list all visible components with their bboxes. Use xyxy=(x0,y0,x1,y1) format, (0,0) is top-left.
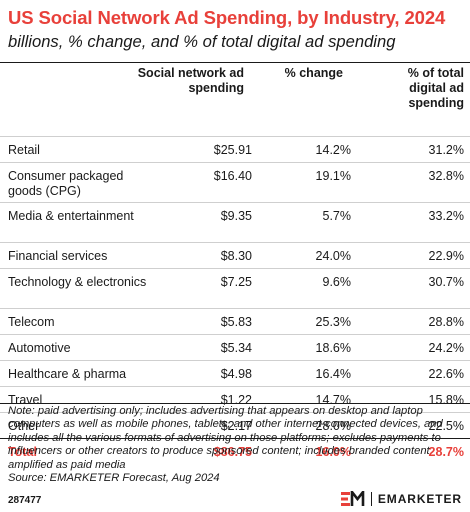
table-row: Telecom $5.83 25.3% 28.8% xyxy=(0,308,470,335)
header-change: % change xyxy=(284,66,343,80)
cell-spending: $1.22 xyxy=(150,386,252,413)
cell-change: 16.4% xyxy=(252,360,351,387)
row-label: Automotive xyxy=(0,334,150,361)
cell-share: 22.5% xyxy=(351,412,470,439)
brand-separator xyxy=(370,492,372,506)
cell-change: 18.6% xyxy=(252,334,351,361)
cell-change: 28.0% xyxy=(252,412,351,439)
table-row: Financial services $8.30 24.0% 22.9% xyxy=(0,242,470,269)
brand-name: EMARKETER xyxy=(377,492,462,506)
cell-change: 24.0% xyxy=(252,242,351,269)
row-label: Healthcare & pharma xyxy=(0,360,150,387)
table-row: Consumer packaged goods (CPG) $16.40 19.1%… xyxy=(0,162,470,203)
header-share: % of total digital ad spending xyxy=(407,66,464,110)
cell-spending: $9.35 xyxy=(150,202,252,243)
row-label: Retail xyxy=(0,136,150,163)
row-label: Other xyxy=(0,412,150,439)
cell-share: 30.7% xyxy=(351,268,470,309)
cell-spending: $86.75 xyxy=(150,438,252,465)
cell-spending: $5.83 xyxy=(150,308,252,335)
cell-spending: $7.25 xyxy=(150,268,252,309)
cell-share: 32.8% xyxy=(351,162,470,203)
cell-share: 33.2% xyxy=(351,202,470,243)
source-text: Source: EMARKETER Forecast, Aug 2024 xyxy=(8,472,220,485)
cell-change: 25.3% xyxy=(252,308,351,335)
cell-change: 5.7% xyxy=(252,202,351,243)
table-row: Media & entertainment $9.35 5.7% 33.2% xyxy=(0,202,470,243)
table-row: Healthcare & pharma $4.98 16.4% 22.6% xyxy=(0,360,470,387)
table-row: Other $2.17 28.0% 22.5% xyxy=(0,412,470,439)
chart-id: 287477 xyxy=(8,495,42,506)
row-label: Media & entertainment xyxy=(0,202,150,243)
table-row: Technology & electronics $7.25 9.6% 30.7% xyxy=(0,268,470,309)
cell-share: 28.8% xyxy=(351,308,470,335)
cell-spending: $4.98 xyxy=(150,360,252,387)
em-logo-icon xyxy=(340,491,365,506)
table-row: Retail $25.91 14.2% 31.2% xyxy=(0,136,470,163)
brand-logo: EMARKETER xyxy=(340,490,462,508)
bottom-rule xyxy=(0,403,470,404)
cell-share: 15.8% xyxy=(351,386,470,413)
row-label: Technology & electronics xyxy=(0,268,150,309)
cell-share: 24.2% xyxy=(351,334,470,361)
cell-spending: $8.30 xyxy=(150,242,252,269)
cell-spending: $25.91 xyxy=(150,136,252,163)
cell-change: 9.6% xyxy=(252,268,351,309)
cell-spending: $16.40 xyxy=(150,162,252,203)
data-table: Retail $25.91 14.2% 31.2% Consumer packaged … xyxy=(0,136,470,465)
cell-spending: $2.17 xyxy=(150,412,252,439)
table-row: Travel $1.22 14.7% 15.8% xyxy=(0,386,470,413)
row-label: Consumer packaged goods (CPG) xyxy=(0,162,150,203)
cell-spending: $5.34 xyxy=(150,334,252,361)
footnote: Note: paid advertising only; includes ad… xyxy=(8,405,468,485)
row-label: Travel xyxy=(0,386,150,413)
chart-subtitle: billions, % change, and % of total digit… xyxy=(8,32,396,51)
cell-change: 14.2% xyxy=(252,136,351,163)
table-total-row: Total $86.75 16.0% 28.7% xyxy=(0,438,470,465)
table-row: Automotive $5.34 18.6% 24.2% xyxy=(0,334,470,361)
row-label: Financial services xyxy=(0,242,150,269)
note-text: Note: paid advertising only; includes ad… xyxy=(8,405,443,471)
chart-title: US Social Network Ad Spending, by Indust… xyxy=(8,7,446,28)
cell-change: 16.0% xyxy=(252,438,351,465)
cell-share: 28.7% xyxy=(351,438,470,465)
top-rule xyxy=(0,62,470,63)
row-label: Total xyxy=(0,438,150,465)
row-label: Telecom xyxy=(0,308,150,335)
cell-share: 31.2% xyxy=(351,136,470,163)
cell-share: 22.6% xyxy=(351,360,470,387)
cell-change: 19.1% xyxy=(252,162,351,203)
cell-share: 22.9% xyxy=(351,242,470,269)
cell-change: 14.7% xyxy=(252,386,351,413)
header-spending: Social network ad spending xyxy=(137,66,244,95)
